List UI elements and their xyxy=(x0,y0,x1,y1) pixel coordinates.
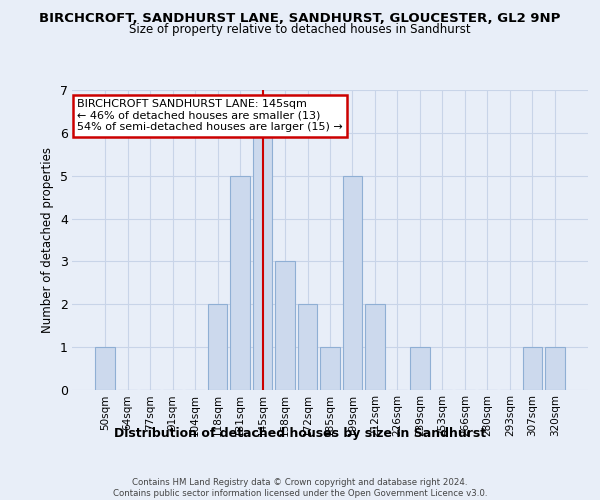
Text: Size of property relative to detached houses in Sandhurst: Size of property relative to detached ho… xyxy=(129,22,471,36)
Bar xyxy=(320,347,340,390)
Bar xyxy=(545,347,565,390)
Bar xyxy=(95,347,115,390)
Bar xyxy=(343,176,362,390)
Bar xyxy=(365,304,385,390)
Bar xyxy=(298,304,317,390)
Bar xyxy=(208,304,227,390)
Bar xyxy=(253,133,272,390)
Bar xyxy=(523,347,542,390)
Text: BIRCHCROFT SANDHURST LANE: 145sqm
← 46% of detached houses are smaller (13)
54% : BIRCHCROFT SANDHURST LANE: 145sqm ← 46% … xyxy=(77,99,343,132)
Y-axis label: Number of detached properties: Number of detached properties xyxy=(41,147,54,333)
Bar xyxy=(275,262,295,390)
Text: Contains HM Land Registry data © Crown copyright and database right 2024.
Contai: Contains HM Land Registry data © Crown c… xyxy=(113,478,487,498)
Text: Distribution of detached houses by size in Sandhurst: Distribution of detached houses by size … xyxy=(114,428,486,440)
Text: BIRCHCROFT, SANDHURST LANE, SANDHURST, GLOUCESTER, GL2 9NP: BIRCHCROFT, SANDHURST LANE, SANDHURST, G… xyxy=(40,12,560,26)
Bar xyxy=(230,176,250,390)
Bar xyxy=(410,347,430,390)
